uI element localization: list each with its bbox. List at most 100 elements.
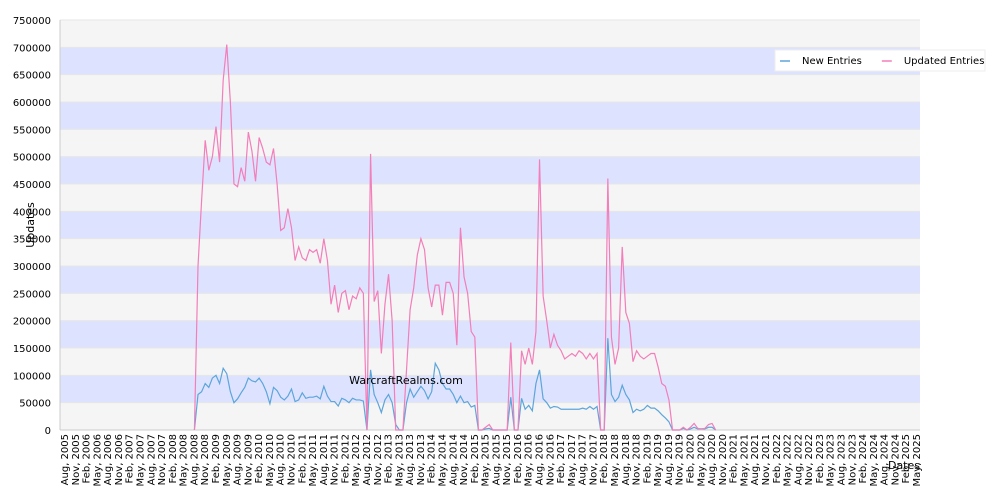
x-tick-label: May, 2012 <box>351 434 362 486</box>
y-tick-label: 300000 <box>13 262 51 273</box>
x-tick-label: Aug, 2005 <box>60 434 71 485</box>
x-tick-label: Nov, 2019 <box>675 434 686 485</box>
x-tick-label: Feb, 2025 <box>901 434 912 484</box>
x-tick-label: Aug, 2008 <box>189 434 200 485</box>
data-line <box>193 338 717 431</box>
x-tick-label: Feb, 2022 <box>772 434 783 484</box>
x-tick-label: Aug, 2018 <box>621 434 632 485</box>
x-tick-label: May, 2020 <box>696 434 707 486</box>
x-tick-label: Aug, 2007 <box>146 434 157 485</box>
grid-band <box>60 184 920 212</box>
x-tick-label: Nov, 2023 <box>847 434 858 485</box>
x-tick-label: Nov, 2020 <box>718 434 729 485</box>
x-tick-label: Aug, 2011 <box>319 434 330 485</box>
x-tick-label: May, 2024 <box>869 434 880 486</box>
legend-box <box>774 49 986 72</box>
x-tick-label: Aug, 2020 <box>707 434 718 485</box>
x-tick-label: Feb, 2009 <box>211 434 222 484</box>
x-tick-label: Nov, 2012 <box>373 434 384 485</box>
x-tick-label: May, 2008 <box>179 434 190 486</box>
x-tick-label: Feb, 2019 <box>642 434 653 484</box>
x-tick-label: Aug, 2013 <box>405 434 416 485</box>
x-tick-label: Nov, 2008 <box>200 434 211 485</box>
x-tick-label: Feb, 2018 <box>599 434 610 484</box>
x-tick-label: Nov, 2006 <box>114 434 125 485</box>
x-tick-label: Nov, 2021 <box>761 434 772 485</box>
x-tick-label: Feb, 2024 <box>858 434 869 484</box>
x-tick-label: Nov, 2010 <box>286 434 297 485</box>
x-tick-label: Aug, 2023 <box>837 434 848 485</box>
x-tick-label: Feb, 2008 <box>168 434 179 484</box>
x-tick-label: May, 2016 <box>524 434 535 486</box>
x-tick-label: May, 2015 <box>481 434 492 486</box>
watermark: WarcraftRealms.com <box>349 374 463 387</box>
x-axis-title: Dates <box>888 459 920 472</box>
grid-band <box>60 238 920 266</box>
x-tick-label: Feb, 2007 <box>125 434 136 484</box>
x-tick-label: May, 2011 <box>308 434 319 486</box>
x-tick-label: May, 2006 <box>92 434 103 486</box>
x-tick-label: Feb, 2012 <box>340 434 351 484</box>
y-tick-label: 550000 <box>13 125 51 136</box>
x-tick-label: Aug, 2017 <box>578 434 589 485</box>
grid-band <box>60 129 920 157</box>
grid-band <box>60 293 920 321</box>
x-tick-label: Aug, 2022 <box>793 434 804 485</box>
x-tick-label: Nov, 2016 <box>545 434 556 485</box>
x-tick-label: Nov, 2009 <box>243 434 254 485</box>
x-tick-label: Feb, 2011 <box>297 434 308 484</box>
y-tick-label: 0 <box>45 426 51 437</box>
y-axis-title: Updates <box>24 202 37 248</box>
legend-label: New Entries <box>802 56 862 67</box>
y-tick-label: 700000 <box>13 43 51 54</box>
x-tick-label: May, 2021 <box>739 434 750 486</box>
x-tick-label: Nov, 2011 <box>330 434 341 485</box>
x-tick-label: May, 2019 <box>653 434 664 486</box>
data-line <box>193 44 717 431</box>
x-tick-label: May, 2010 <box>265 434 276 486</box>
grid-band <box>60 266 920 294</box>
x-tick-label: Feb, 2020 <box>686 434 697 484</box>
x-tick-label: May, 2023 <box>826 434 837 486</box>
x-tick-label: May, 2014 <box>437 434 448 486</box>
x-tick-label: May, 2013 <box>394 434 405 486</box>
x-tick-label: Feb, 2015 <box>470 434 481 484</box>
x-tick-label: Aug, 2024 <box>880 434 891 485</box>
x-tick-label: Feb, 2014 <box>427 434 438 484</box>
grid-band <box>60 20 920 48</box>
y-tick-label: 500000 <box>13 153 51 164</box>
x-tick-label: Nov, 2024 <box>890 434 901 485</box>
x-tick-label: Aug, 2009 <box>233 434 244 485</box>
x-tick-label: Feb, 2010 <box>254 434 265 484</box>
x-tick-label: May, 2025 <box>912 434 923 486</box>
grid-band <box>60 74 920 102</box>
x-tick-label: Feb, 2013 <box>384 434 395 484</box>
x-tick-label: Feb, 2021 <box>729 434 740 484</box>
x-tick-label: Aug, 2006 <box>103 434 114 485</box>
x-tick-label: Nov, 2007 <box>157 434 168 485</box>
y-tick-label: 750000 <box>13 16 51 27</box>
x-tick-label: May, 2022 <box>783 434 794 486</box>
x-tick-label: Feb, 2017 <box>556 434 567 484</box>
x-tick-label: Feb, 2006 <box>82 434 93 484</box>
y-tick-label: 400000 <box>13 207 51 218</box>
y-tick-label: 600000 <box>13 98 51 109</box>
x-tick-label: Feb, 2016 <box>513 434 524 484</box>
y-tick-label: 650000 <box>13 71 51 82</box>
y-tick-label: 50000 <box>19 399 51 410</box>
x-tick-label: Nov, 2018 <box>632 434 643 485</box>
x-tick-label: May, 2017 <box>567 434 578 486</box>
x-tick-label: May, 2007 <box>135 434 146 486</box>
grid-band <box>60 156 920 184</box>
x-tick-label: Aug, 2015 <box>491 434 502 485</box>
x-tick-label: Nov, 2005 <box>71 434 82 485</box>
y-tick-label: 150000 <box>13 344 51 355</box>
x-tick-label: Nov, 2015 <box>502 434 513 485</box>
x-tick-label: Aug, 2012 <box>362 434 373 485</box>
y-tick-label: 100000 <box>13 371 51 382</box>
x-tick-label: May, 2018 <box>610 434 621 486</box>
grid-band <box>60 320 920 348</box>
grid-band <box>60 375 920 403</box>
grid-band <box>60 102 920 130</box>
